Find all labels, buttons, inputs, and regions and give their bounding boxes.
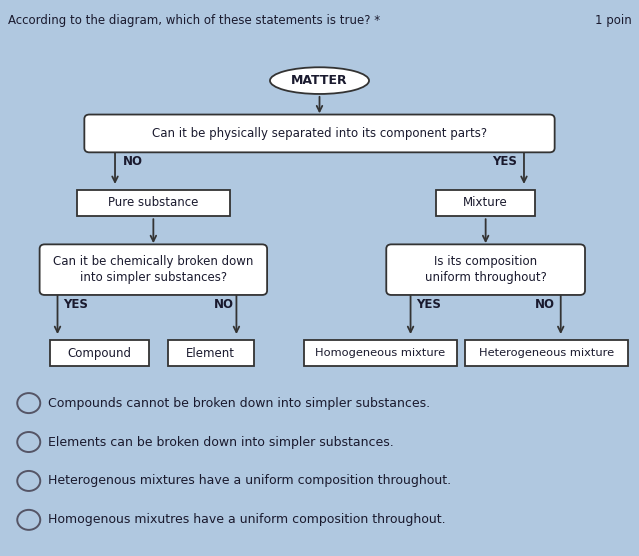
Text: YES: YES [416, 298, 441, 311]
Text: Compounds cannot be broken down into simpler substances.: Compounds cannot be broken down into sim… [48, 396, 430, 410]
Bar [77, 190, 230, 216]
Text: NO: NO [213, 298, 234, 311]
Text: Can it be physically separated into its component parts?: Can it be physically separated into its … [152, 127, 487, 140]
Text: Heterogeneous mixture: Heterogeneous mixture [479, 348, 614, 358]
Text: Is its composition
uniform throughout?: Is its composition uniform throughout? [425, 255, 546, 284]
Text: Homogenous mixutres have a uniform composition throughout.: Homogenous mixutres have a uniform compo… [48, 513, 445, 527]
Text: According to the diagram, which of these statements is true? *: According to the diagram, which of these… [8, 14, 380, 27]
FancyBboxPatch shape [386, 245, 585, 295]
Bar [436, 190, 535, 216]
Text: Elements can be broken down into simpler substances.: Elements can be broken down into simpler… [48, 435, 394, 449]
Bar [465, 340, 627, 366]
Bar [50, 340, 148, 366]
Text: Pure substance: Pure substance [108, 196, 199, 210]
Text: YES: YES [493, 155, 517, 168]
Text: Compound: Compound [67, 346, 131, 360]
Text: Can it be chemically broken down
into simpler substances?: Can it be chemically broken down into si… [53, 255, 254, 284]
Ellipse shape [270, 67, 369, 94]
Bar [304, 340, 457, 366]
FancyBboxPatch shape [84, 115, 555, 152]
Text: NO: NO [535, 298, 555, 311]
Text: 1 poin: 1 poin [594, 14, 631, 27]
Text: Mixture: Mixture [463, 196, 508, 210]
FancyBboxPatch shape [40, 245, 267, 295]
Text: NO: NO [123, 155, 143, 168]
Text: Homogeneous mixture: Homogeneous mixture [315, 348, 445, 358]
Text: MATTER: MATTER [291, 74, 348, 87]
Text: Element: Element [187, 346, 235, 360]
Text: YES: YES [63, 298, 88, 311]
Bar [167, 340, 254, 366]
Text: Heterogenous mixtures have a uniform composition throughout.: Heterogenous mixtures have a uniform com… [48, 474, 451, 488]
